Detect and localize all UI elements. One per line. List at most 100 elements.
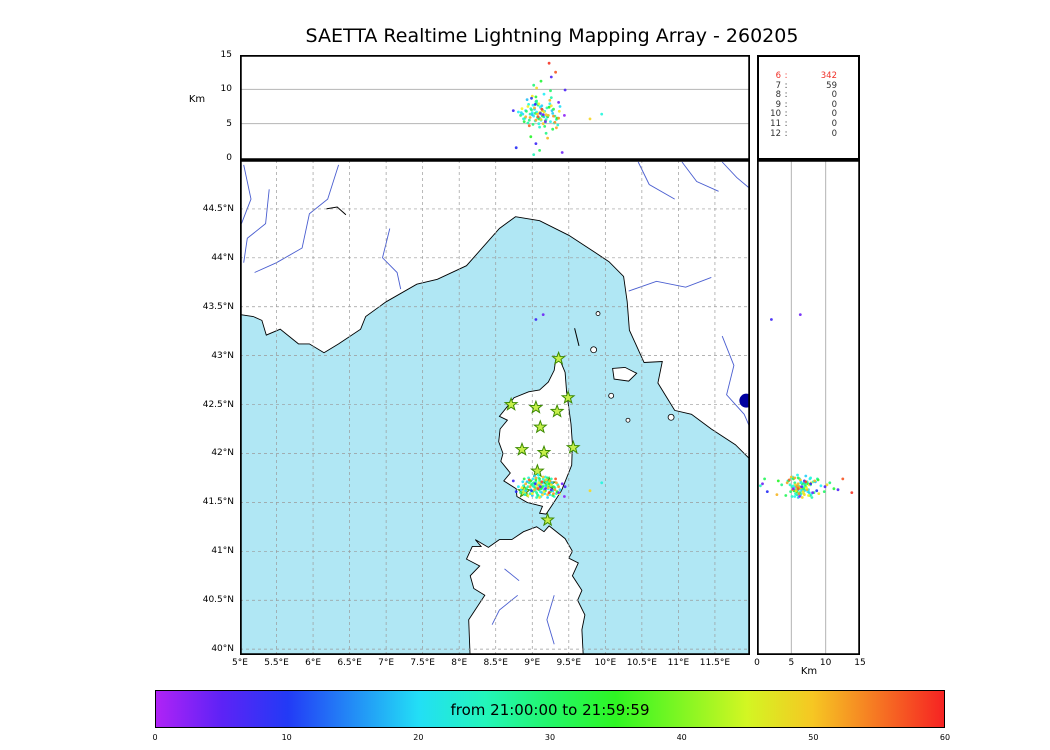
count-station-id: 10 (770, 109, 781, 120)
alt-tick-label-left: 10 (220, 84, 232, 95)
lightning-point (535, 99, 538, 103)
river-line (243, 189, 270, 263)
lightning-point (544, 478, 548, 482)
lightning-point (784, 494, 788, 497)
source-count-row: 8: 0 (759, 91, 858, 101)
lat-tick-label: 41°N (211, 546, 234, 557)
altitude-vs-latitude-panel (757, 160, 860, 655)
lightning-point (534, 478, 538, 482)
lightning-point (539, 79, 543, 83)
lightning-point (536, 494, 540, 497)
map-panel (240, 160, 750, 655)
lightning-point (535, 496, 538, 499)
lightning-point (557, 116, 560, 120)
count-colon: : (784, 90, 788, 101)
lightning-point (547, 61, 551, 65)
lightning-point (553, 488, 557, 492)
lightning-point (536, 473, 540, 477)
lightning-point (525, 487, 528, 491)
lightning-point (531, 477, 535, 481)
lightning-point (792, 487, 795, 491)
lat-tick-label: 41.5°N (202, 497, 234, 508)
lightning-point (544, 483, 548, 487)
lat-tick-label: 42°N (211, 448, 234, 459)
lightning-point (524, 115, 528, 119)
lightning-point (525, 109, 528, 113)
lightning-point (517, 110, 520, 114)
lightning-point (796, 482, 800, 486)
count-value: 0 (831, 99, 837, 110)
altitude-vs-longitude-panel (240, 55, 750, 160)
lon-tick-label: 6.5°E (337, 658, 362, 668)
station-star-icon (528, 399, 544, 414)
lightning-point (544, 113, 548, 117)
lightning-point (533, 488, 536, 492)
station-star-icon (560, 389, 576, 405)
lightning-point (810, 496, 814, 499)
lightning-point (557, 109, 561, 113)
lightning-point (780, 483, 784, 487)
count-station-id: 8 (775, 90, 781, 101)
station-star-icon (540, 512, 555, 527)
lightning-point (807, 494, 810, 497)
lightning-point (816, 478, 820, 482)
count-station-id: 9 (775, 99, 781, 110)
lightning-point (556, 123, 560, 127)
lightning-point (546, 496, 549, 499)
lightning-point (600, 481, 604, 485)
lightning-point (546, 476, 549, 480)
lon-tick-label: 9.5°E (556, 658, 582, 668)
lightning-point (526, 494, 530, 497)
source-count-row: 10: 0 (759, 110, 858, 120)
lon-tick-label: 10.5°E (626, 658, 657, 668)
time-colorbar: from 21:00:00 to 21:59:59 (155, 690, 945, 728)
lightning-point (787, 478, 791, 482)
lightning-point (544, 131, 548, 135)
count-colon: : (784, 118, 788, 129)
lightning-point (813, 479, 817, 483)
lightning-point (588, 117, 592, 121)
lightning-point (549, 96, 553, 99)
lightning-point (546, 136, 549, 140)
lake-line (574, 328, 580, 347)
lightning-point (554, 70, 557, 74)
sardinia-coastline (465, 525, 586, 655)
station-markers (503, 350, 581, 527)
station-star-icon (565, 439, 581, 454)
river-line (254, 164, 340, 273)
lightning-point (558, 488, 562, 492)
lightning-point (546, 486, 550, 490)
lightning-point (532, 153, 536, 156)
lightning-point (805, 486, 808, 490)
lightning-point (759, 484, 762, 488)
alt-tick-label-left: 0 (226, 153, 232, 163)
lightning-point (525, 98, 529, 101)
lightning-point (776, 479, 780, 483)
lightning-point (563, 485, 567, 489)
lightning-point (549, 104, 553, 108)
lat-tick-label: 43.5°N (202, 301, 234, 312)
lightning-point (822, 490, 826, 493)
count-station-id: 12 (770, 128, 781, 139)
lightning-points-alt-lon (511, 61, 604, 156)
lightning-point (850, 491, 854, 494)
lightning-point (548, 102, 552, 106)
lightning-point (828, 481, 832, 485)
station-star-icon (551, 350, 567, 365)
lightning-point (809, 482, 812, 486)
count-station-id: 6 (775, 71, 781, 81)
lightning-point (804, 474, 808, 478)
lightning-point (798, 495, 801, 498)
lightning-point (524, 482, 528, 486)
lightning-point (526, 121, 530, 125)
altitude-axis-label-left: Km (188, 94, 206, 105)
count-value: 59 (826, 80, 837, 91)
lightning-point (541, 313, 545, 316)
lightning-point (794, 492, 797, 495)
lightning-point (765, 490, 769, 493)
count-value: 0 (831, 118, 837, 129)
small-island (590, 346, 598, 354)
lightning-point (544, 475, 547, 479)
lightning-point (523, 493, 527, 496)
lightning-point (547, 482, 551, 486)
